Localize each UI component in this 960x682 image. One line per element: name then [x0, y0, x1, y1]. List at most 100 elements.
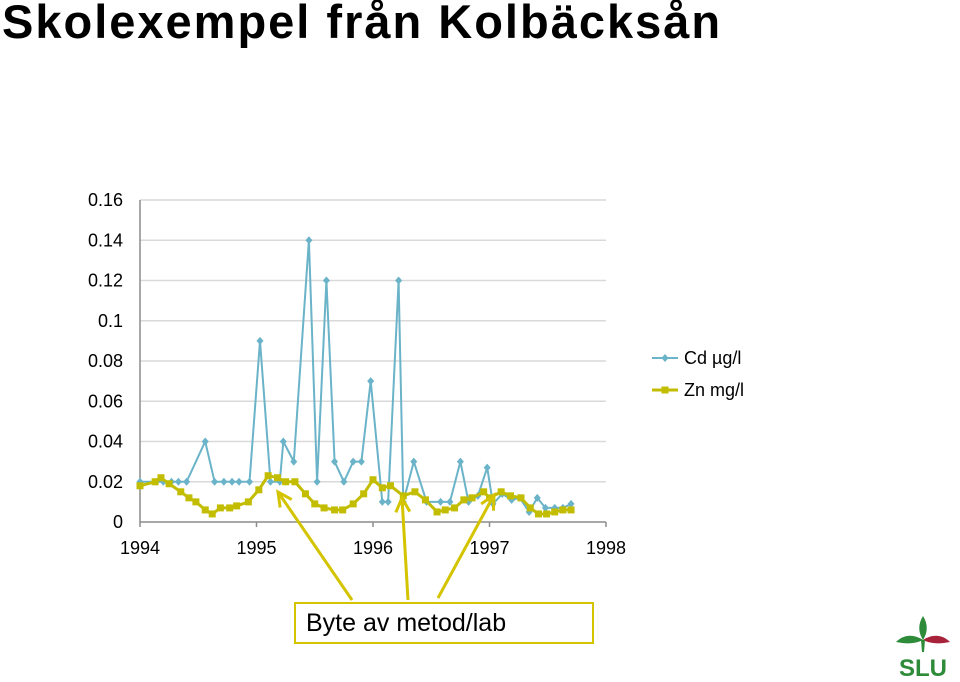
data-point — [384, 497, 392, 506]
data-point — [378, 484, 386, 492]
data-point — [468, 494, 476, 502]
data-point — [211, 477, 219, 486]
data-point — [290, 457, 298, 466]
callout-arrows — [276, 489, 496, 601]
data-point — [177, 488, 185, 496]
data-point — [233, 502, 241, 510]
x-tick-label: 1998 — [586, 538, 626, 558]
data-point — [301, 490, 309, 498]
data-point — [567, 499, 575, 508]
series-cd — [136, 236, 575, 516]
data-point — [497, 488, 505, 496]
gridlines — [140, 199, 606, 483]
y-tick-label: 0.02 — [88, 472, 123, 492]
data-point — [451, 504, 459, 512]
data-point — [264, 472, 272, 480]
data-point — [386, 482, 394, 490]
data-point — [567, 506, 575, 514]
data-point — [255, 486, 263, 494]
data-point — [246, 477, 254, 486]
data-point — [369, 476, 377, 484]
data-point — [460, 496, 468, 504]
data-point — [410, 457, 418, 466]
data-point — [185, 494, 193, 502]
data-point — [305, 236, 313, 245]
x-tick-label: 1997 — [469, 538, 509, 558]
arrow-head — [480, 492, 496, 511]
data-point — [322, 276, 330, 285]
arrow-head — [276, 489, 293, 508]
data-point — [208, 510, 216, 518]
data-point — [533, 493, 541, 502]
data-point — [340, 477, 348, 486]
data-point — [273, 474, 281, 482]
data-point — [331, 457, 339, 466]
x-tick-label: 1995 — [236, 538, 276, 558]
data-point — [367, 377, 375, 386]
data-point — [349, 457, 357, 466]
data-point — [399, 492, 407, 500]
data-point — [216, 504, 224, 512]
data-point — [313, 477, 321, 486]
data-point — [446, 497, 454, 506]
data-point — [220, 477, 228, 486]
series-layer — [136, 236, 575, 518]
data-point — [480, 488, 488, 496]
data-point — [256, 336, 264, 345]
logo-text: SLU — [899, 655, 947, 680]
x-tick-label: 1996 — [353, 538, 393, 558]
series-zn — [136, 472, 575, 518]
data-point — [157, 474, 165, 482]
arrow-head — [394, 494, 412, 513]
data-point — [226, 504, 234, 512]
axes — [139, 200, 607, 527]
y-tick-label: 0.12 — [88, 271, 123, 291]
data-point — [543, 510, 551, 518]
data-point — [320, 504, 328, 512]
data-point — [433, 508, 441, 516]
data-point — [174, 477, 182, 486]
data-point — [456, 457, 464, 466]
data-point — [136, 482, 144, 490]
y-tick-label: 0.08 — [88, 351, 123, 371]
data-point — [201, 506, 209, 514]
data-point — [437, 497, 445, 506]
data-point — [201, 437, 209, 446]
data-point — [378, 497, 386, 506]
legend-label: Cd µg/l — [684, 348, 741, 368]
arrow-shaft — [276, 491, 354, 601]
data-point — [483, 463, 491, 472]
data-point — [349, 500, 357, 508]
x-tick-label: 1994 — [120, 538, 160, 558]
data-point — [534, 510, 542, 518]
x-axis-ticks: 1994 1995 1996 1997 1998 — [120, 538, 626, 558]
data-point — [506, 492, 514, 500]
data-point — [421, 496, 429, 504]
callout-box: Byte av metod/lab — [294, 602, 594, 644]
data-point — [165, 480, 173, 488]
y-tick-label: 0.16 — [88, 190, 123, 210]
data-point — [357, 457, 365, 466]
data-point — [279, 437, 287, 446]
data-point — [228, 477, 236, 486]
data-point — [311, 500, 319, 508]
data-point — [526, 504, 534, 512]
data-point — [339, 506, 347, 514]
legend-label: Zn mg/l — [684, 380, 744, 400]
data-point — [291, 478, 299, 486]
arrow-shaft — [436, 494, 496, 599]
data-point — [411, 488, 419, 496]
data-point — [192, 498, 200, 506]
y-axis-ticks: 0 0.02 0.04 0.06 0.08 0.1 0.12 0.14 0.16 — [88, 190, 123, 532]
callout-arrow — [436, 492, 496, 599]
legend-marker — [661, 354, 669, 362]
slu-logo: SLU — [896, 616, 950, 680]
data-point — [282, 478, 290, 486]
legend-marker — [661, 386, 669, 394]
data-point — [244, 498, 252, 506]
data-point — [517, 494, 525, 502]
legend: Cd µg/l Zn mg/l — [652, 348, 744, 400]
data-point — [183, 477, 191, 486]
data-point — [551, 508, 559, 516]
